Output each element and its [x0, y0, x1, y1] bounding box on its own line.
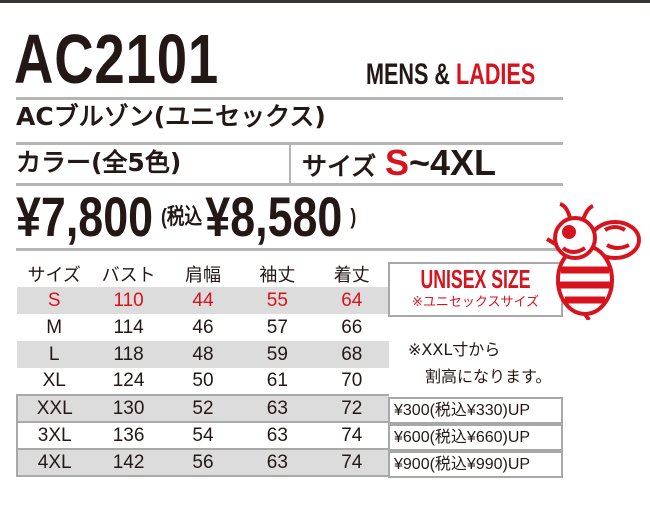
size-cell: XXL — [15, 394, 92, 423]
surcharge-3xl: ¥600(税込¥660)UP — [388, 424, 563, 451]
price: ¥7,800 — [16, 185, 154, 248]
measure-cell: 114 — [113, 316, 144, 338]
table-header: サイズ バスト 肩幅 袖丈 着丈 — [17, 260, 389, 287]
measure-cell: 63 — [240, 394, 315, 423]
table-row: S 110 44 55 64 — [17, 287, 389, 314]
price-with-tax: ¥8,580 — [205, 185, 343, 248]
table-row: XL 124 50 61 70 — [17, 368, 389, 395]
header-size: サイズ — [27, 264, 81, 285]
surcharge-note: ※XXL寸から 割高になります。 — [408, 336, 551, 390]
top-border — [0, 0, 650, 3]
header-shoulder: 肩幅 — [184, 264, 221, 285]
measure-cell: 74 — [314, 448, 389, 477]
product-name: ACブルゾン(ユニセックス) — [16, 102, 326, 131]
surcharge-xxl: ¥300(税込¥330)UP — [388, 397, 563, 424]
size-cell: S — [17, 287, 92, 314]
note-line: 割高になります。 — [425, 367, 552, 386]
measure-cell: 55 — [240, 287, 315, 314]
measure-cell: 72 — [314, 394, 389, 423]
measure-cell: 50 — [192, 370, 214, 391]
product-code: AC2101 — [14, 20, 220, 98]
divider — [289, 143, 291, 184]
divider — [16, 97, 563, 100]
measure-cell: 44 — [165, 287, 241, 314]
measure-cell: 48 — [165, 341, 241, 368]
size-cell: M — [46, 316, 63, 338]
measure-cell: 68 — [314, 341, 389, 368]
table-row: 3XL 136 54 63 74 — [15, 421, 389, 450]
table-row: 4XL 142 56 63 74 — [15, 448, 389, 477]
unisex-title: UNISEX SIZE — [420, 264, 531, 294]
measure-cell: 118 — [91, 341, 166, 368]
gender-label: MENS & LADIES — [366, 58, 535, 92]
unisex-box: UNISEX SIZE ※ユニセックスサイズ — [388, 262, 563, 317]
divider — [16, 183, 563, 186]
measure-cell: 142 — [91, 448, 166, 477]
gender-ladies: LADIES — [456, 58, 536, 91]
measure-cell: 52 — [165, 394, 241, 423]
color-label: カラー(全5色) — [16, 148, 182, 177]
measure-cell: 74 — [314, 421, 389, 450]
table-row: XXL 130 52 63 72 — [15, 394, 389, 423]
note-line: ※XXL寸から — [408, 340, 501, 359]
gender-mens: MENS & — [366, 58, 451, 91]
measure-cell: 59 — [240, 341, 315, 368]
measure-cell: 57 — [266, 316, 288, 338]
size-to: ~4XL — [409, 142, 497, 183]
measure-cell: 63 — [240, 448, 315, 477]
header-length: 着丈 — [333, 264, 370, 285]
divider — [16, 248, 563, 251]
measure-cell: 56 — [165, 448, 241, 477]
measure-cell: 63 — [240, 421, 315, 450]
measure-cell: 136 — [91, 421, 166, 450]
measure-cell: 46 — [192, 316, 214, 338]
header-bust: バスト — [101, 264, 156, 285]
measure-cell: 66 — [341, 316, 363, 338]
tax-close: ) — [350, 204, 357, 229]
size-cell: L — [17, 341, 92, 368]
measure-cell: 70 — [341, 370, 363, 391]
size-range: サイズ S~4XL — [302, 143, 496, 187]
size-table: サイズ バスト 肩幅 袖丈 着丈 S 110 44 55 64 M 114 46 57 66 L 11… — [15, 260, 389, 477]
measure-cell: 61 — [266, 370, 288, 391]
table-row: M 114 46 57 66 — [17, 314, 389, 341]
surcharge-4xl: ¥900(税込¥990)UP — [388, 451, 563, 478]
unisex-subtitle: ※ユニセックスサイズ — [411, 295, 540, 310]
measure-cell: 64 — [314, 287, 389, 314]
size-cell: 4XL — [15, 448, 92, 477]
bee-mascot-icon — [545, 202, 641, 320]
header-sleeve: 袖丈 — [259, 264, 296, 285]
size-cell: XL — [42, 370, 66, 391]
size-cell: 3XL — [15, 421, 92, 450]
price-row: ¥7,800 (税込¥8,580) — [16, 186, 359, 248]
measure-cell: 130 — [91, 394, 166, 423]
measure-cell: 54 — [165, 421, 241, 450]
measure-cell: 124 — [112, 370, 145, 391]
tax-label: (税込 — [161, 204, 203, 229]
table-row: L 118 48 59 68 — [17, 341, 389, 368]
size-from: S — [384, 142, 409, 183]
measure-cell: 110 — [91, 287, 166, 314]
size-label: サイズ — [302, 152, 377, 181]
